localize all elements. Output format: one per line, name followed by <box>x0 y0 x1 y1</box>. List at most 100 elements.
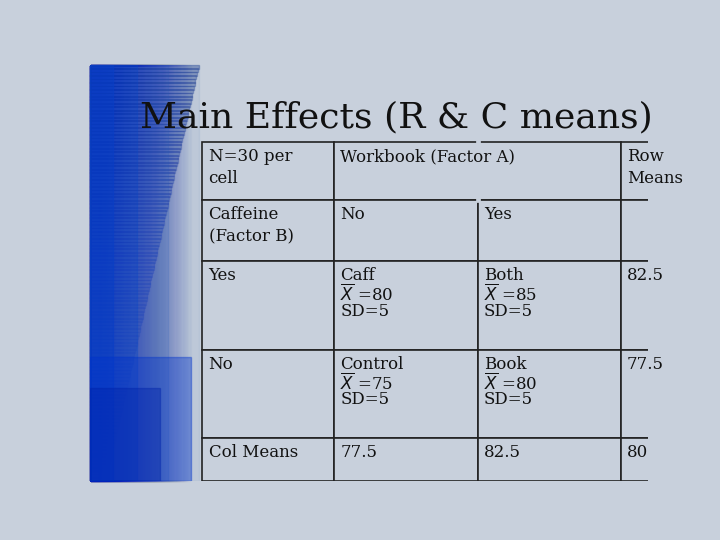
Text: 82.5: 82.5 <box>627 267 664 284</box>
Bar <box>90 65 165 481</box>
Bar <box>90 339 138 343</box>
Bar <box>90 325 140 329</box>
Bar <box>90 65 117 481</box>
Bar <box>90 65 128 481</box>
Bar <box>90 65 144 481</box>
Bar <box>90 65 132 481</box>
Bar <box>90 68 198 72</box>
Bar <box>90 65 135 481</box>
Bar <box>477 142 621 200</box>
Bar <box>90 65 151 481</box>
Bar <box>90 383 127 388</box>
Text: Book: Book <box>484 356 526 373</box>
Bar <box>90 238 160 242</box>
Bar <box>90 75 196 79</box>
Bar <box>90 65 174 481</box>
Bar <box>90 311 143 315</box>
Bar <box>90 197 169 201</box>
Text: SD=5: SD=5 <box>484 392 533 408</box>
Bar <box>90 245 158 249</box>
Text: $\overline{X}$ =75: $\overline{X}$ =75 <box>341 373 393 394</box>
Bar <box>477 261 621 350</box>
Bar <box>90 211 166 214</box>
Bar <box>90 65 114 481</box>
Text: Col Means: Col Means <box>209 444 298 461</box>
Bar <box>90 328 140 333</box>
Bar <box>90 172 174 177</box>
Bar <box>90 224 163 228</box>
Bar <box>90 467 109 471</box>
Bar <box>90 297 147 301</box>
Bar <box>90 65 168 481</box>
Bar <box>90 138 182 142</box>
Bar <box>90 113 188 118</box>
Text: Workbook (Factor A): Workbook (Factor A) <box>341 148 516 165</box>
Bar <box>90 124 185 128</box>
Bar <box>334 200 477 261</box>
Bar <box>90 65 159 481</box>
Bar <box>90 106 189 111</box>
Bar <box>90 65 140 481</box>
Bar <box>90 446 113 450</box>
Bar <box>90 65 174 481</box>
Text: Caffeine
(Factor B): Caffeine (Factor B) <box>209 206 294 245</box>
Bar <box>90 377 129 381</box>
Bar <box>90 307 144 312</box>
Bar <box>90 231 161 235</box>
Bar <box>90 65 134 481</box>
Bar <box>90 65 189 481</box>
Bar <box>90 186 171 190</box>
Bar <box>90 65 189 481</box>
Bar <box>90 370 130 374</box>
Bar <box>90 65 158 481</box>
Bar <box>90 234 161 239</box>
Bar <box>90 65 156 481</box>
Bar <box>90 65 113 481</box>
Bar <box>202 142 334 200</box>
Bar <box>90 401 123 405</box>
Bar <box>90 65 104 481</box>
Bar <box>90 151 179 156</box>
Bar <box>90 65 153 481</box>
Bar <box>90 65 187 481</box>
Bar <box>90 373 130 377</box>
Text: N=30 per
cell: N=30 per cell <box>209 148 292 187</box>
Bar <box>90 120 186 125</box>
Bar <box>90 65 138 481</box>
Bar <box>90 439 114 443</box>
Bar <box>90 65 102 481</box>
Bar <box>90 65 132 481</box>
Bar <box>90 176 174 180</box>
Text: 77.5: 77.5 <box>627 356 664 373</box>
Bar <box>90 269 153 273</box>
Bar <box>90 65 149 481</box>
Bar <box>90 65 168 481</box>
Bar <box>90 65 123 481</box>
Bar <box>90 155 179 159</box>
Bar <box>90 65 153 481</box>
Bar <box>90 162 177 166</box>
Text: Main Effects (R & C means): Main Effects (R & C means) <box>140 100 652 134</box>
Bar <box>90 228 162 232</box>
Bar <box>90 65 145 481</box>
Bar <box>202 438 334 481</box>
Bar <box>90 65 108 481</box>
Bar <box>90 92 192 97</box>
Bar <box>90 314 143 319</box>
Bar <box>202 261 334 350</box>
Bar <box>90 65 166 481</box>
Bar <box>90 65 199 481</box>
Bar <box>334 261 477 350</box>
Bar <box>90 65 143 481</box>
Bar <box>90 65 112 481</box>
Bar <box>90 65 126 481</box>
Bar <box>334 142 477 200</box>
Bar <box>90 276 151 280</box>
Bar <box>334 350 477 438</box>
Bar <box>90 335 138 339</box>
Bar <box>90 158 178 163</box>
Bar <box>90 89 193 93</box>
Bar <box>90 65 186 481</box>
Bar <box>90 96 192 100</box>
Bar <box>90 266 153 270</box>
